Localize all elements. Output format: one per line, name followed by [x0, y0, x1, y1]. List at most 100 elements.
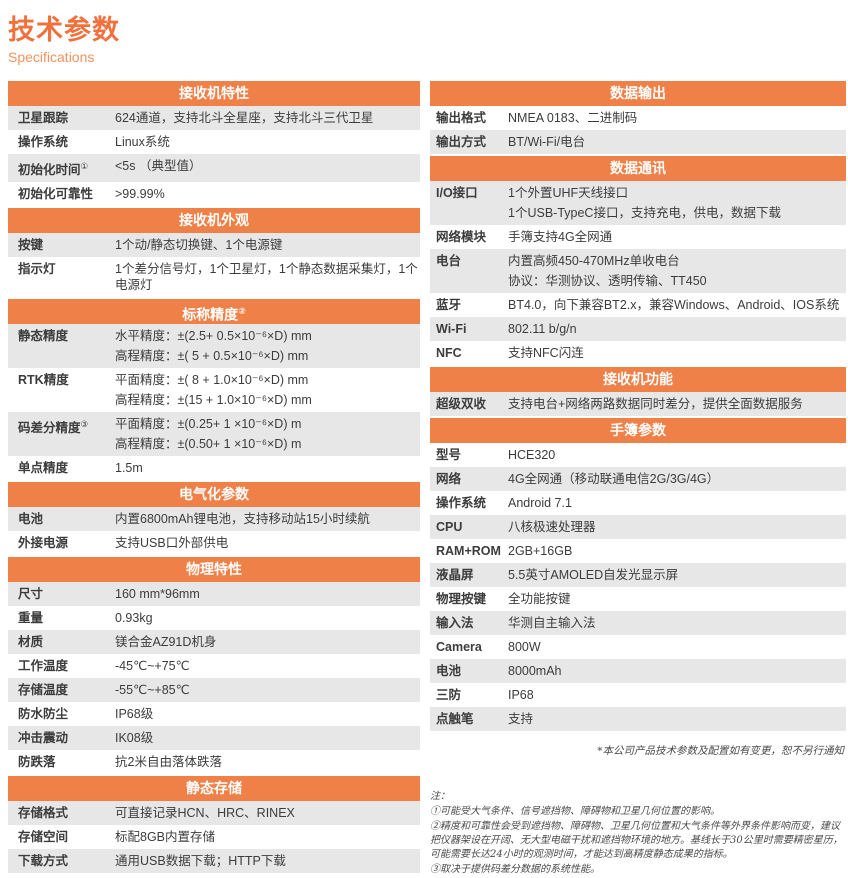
spec-value: 支持USB口外部供电 [115, 533, 420, 553]
spec-value-line: 八核极速处理器 [508, 520, 596, 534]
spec-row: 电池 8000mAh [430, 659, 846, 683]
spec-label: I/O接口 [430, 183, 508, 203]
spec-row: 按键 1个动/静态切换键、1个电源键 [8, 233, 420, 258]
right-column: 数据输出 输出格式 NMEA 0183、二进制码 输出方式 BT/Wi-Fi/电台 数据通… [430, 79, 846, 878]
spec-row: 初始化可靠性 >99.99% [8, 182, 420, 206]
spec-label: 网络模块 [430, 227, 508, 247]
spec-row: 存储空间 标配8GB内置存储 [8, 825, 420, 849]
spec-row: 电台 内置高频450-470MHz单收电台协议：华测协议、透明传输、TT450 [430, 249, 846, 293]
spec-label-text: 物理按键 [436, 592, 487, 606]
spec-value-line: 镁合金AZ91D机身 [115, 635, 217, 650]
section-title: 数据通讯 [610, 160, 666, 176]
spec-label-text: 输出方式 [436, 135, 487, 149]
spec-row: 超级双收 支持电台+网络两路数据同时差分，提供全面数据服务 [430, 392, 846, 416]
spec-label: Wi-Fi [430, 319, 508, 339]
spec-columns: 接收机特性 卫星跟踪 624通道，支持北斗全星座，支持北斗三代卫星 操作系统 Linux… [8, 79, 846, 878]
spec-label-text: 网络 [436, 472, 462, 486]
spec-label-text: 防水防尘 [18, 707, 69, 722]
section-header: 接收机特性 [8, 81, 420, 106]
spec-label-text: 电池 [18, 512, 44, 527]
spec-label: 操作系统 [430, 493, 508, 513]
section-title: 数据输出 [610, 85, 666, 101]
spec-label: 输出方式 [430, 132, 508, 152]
spec-value-line: 全功能按键 [508, 592, 571, 606]
spec-row: 外接电源 支持USB口外部供电 [8, 531, 420, 555]
spec-label-text: 蓝牙 [436, 298, 462, 312]
spec-value: 1.5m [115, 458, 420, 478]
spec-value: 标配8GB内置存储 [115, 827, 420, 847]
page-title: 技术参数 [8, 15, 120, 45]
spec-value-line: 平面精度：±(0.25+ 1 ×10⁻⁶×D) m [115, 417, 302, 432]
spec-row: 蓝牙 BT4.0，向下兼容BT2.x，兼容Windows、Android、IOS系… [430, 293, 846, 317]
spec-row: 防水防尘 IP68级 [8, 702, 420, 726]
spec-label-text: 输出格式 [436, 111, 487, 125]
spec-value: HCE320 [508, 445, 846, 465]
note-title: 注： [430, 791, 450, 802]
spec-label-text: 码差分精度 [18, 421, 81, 436]
spec-row: 重量 0.93kg [8, 606, 420, 630]
spec-value-line: 通用USB数据下载；HTTP下载 [115, 854, 286, 869]
spec-value-line: IP68级 [115, 707, 154, 722]
spec-value-line: IK08级 [115, 731, 154, 746]
spec-row: NFC 支持NFC闪连 [430, 341, 846, 365]
spec-label: 电台 [430, 251, 508, 271]
spec-label-text: CPU [436, 520, 463, 534]
spec-row: 初始化时间① <5s （典型值） [8, 154, 420, 183]
spec-value: 5.5英寸AMOLED自发光显示屏 [508, 565, 846, 585]
spec-label: 静态精度 [8, 326, 115, 346]
spec-label-text: Camera [436, 640, 482, 654]
spec-value-line: 支持 [508, 712, 534, 726]
spec-label-superscript: ① [80, 161, 89, 171]
section-title: 静态存储 [186, 780, 242, 797]
spec-value-line: 高程精度：±( 5 + 0.5×10⁻⁶×D) mm [115, 349, 309, 364]
spec-value-line: 平面精度：±( 8 + 1.0×10⁻⁶×D) mm [115, 373, 309, 388]
spec-row: 冲击震动 IK08级 [8, 726, 420, 751]
spec-label-text: 静态精度 [18, 329, 69, 344]
spec-label-text: 下载方式 [18, 854, 69, 869]
spec-value-line: NMEA 0183、二进制码 [508, 111, 638, 125]
spec-label-text: Wi-Fi [436, 322, 467, 336]
spec-value: IK08级 [115, 728, 420, 748]
spec-value-line: 高程精度：±(0.50+ 1 ×10⁻⁶×D) m [115, 437, 302, 452]
spec-label-text: 网络模块 [436, 230, 487, 244]
notes-block: 注： ①可能受大气条件、信号遮挡物、障碍物和卫星几何位置的影响。 ②精度和可靠性… [430, 790, 846, 877]
spec-label-text: 重量 [18, 611, 44, 626]
spec-label: 输入法 [430, 613, 508, 633]
spec-label: 按键 [8, 235, 115, 255]
spec-value-line: 手簿支持4G全网通 [508, 230, 613, 244]
spec-value: NMEA 0183、二进制码 [508, 108, 846, 128]
spec-value-line: 水平精度：±(2.5+ 0.5×10⁻⁶×D) mm [115, 329, 312, 344]
spec-label-text: 指示灯 [18, 262, 56, 277]
spec-label: 输出格式 [430, 108, 508, 128]
spec-value: 手簿支持4G全网通 [508, 227, 846, 247]
spec-value: -45℃~+75℃ [115, 656, 420, 676]
spec-value-line: 标配8GB内置存储 [115, 830, 216, 845]
spec-label-text: 型号 [436, 448, 462, 462]
spec-value: -55℃~+85℃ [115, 680, 420, 700]
section-title-superscript: ② [238, 306, 246, 317]
spec-value-line: 800W [508, 640, 541, 654]
spec-label-text: 按键 [18, 238, 44, 253]
spec-value-line: 1.5m [115, 461, 143, 476]
spec-value: 平面精度：±(0.25+ 1 ×10⁻⁶×D) m 高程精度：±(0.50+ 1 … [115, 414, 420, 454]
spec-value: 624通道，支持北斗全星座，支持北斗三代卫星 [115, 108, 420, 128]
spec-label: 工作温度 [8, 656, 115, 676]
spec-value-line: 1个USB-TypeC接口，支持充电，供电，数据下载 [508, 206, 781, 220]
section-header: 接收机功能 [430, 367, 846, 392]
spec-label: 初始化可靠性 [8, 184, 115, 204]
spec-label-text: I/O接口 [436, 186, 478, 200]
spec-value-line: HCE320 [508, 448, 556, 462]
spec-value-line: 协议：华测协议、透明传输、TT450 [508, 274, 707, 288]
spec-row: 尺寸 160 mm*96mm [8, 582, 420, 607]
spec-label: 存储空间 [8, 827, 115, 847]
spec-row: 型号 HCE320 [430, 443, 846, 467]
spec-value-line: 5.5英寸AMOLED自发光显示屏 [508, 568, 679, 582]
spec-value: 1个差分信号灯，1个卫星灯，1个静态数据采集灯，1个电源灯 [115, 259, 420, 295]
spec-value-line: -45℃~+75℃ [115, 659, 190, 674]
spec-row: 单点精度 1.5m [8, 456, 420, 480]
spec-row: RAM+ROM 2GB+16GB [430, 539, 846, 563]
spec-row: 三防 IP68 [430, 683, 846, 707]
spec-value-line: 内置高频450-470MHz单收电台 [508, 254, 680, 268]
spec-row: 码差分精度③ 平面精度：±(0.25+ 1 ×10⁻⁶×D) m 高程精度：±(0.… [8, 412, 420, 457]
spec-value-line: -55℃~+85℃ [115, 683, 190, 698]
